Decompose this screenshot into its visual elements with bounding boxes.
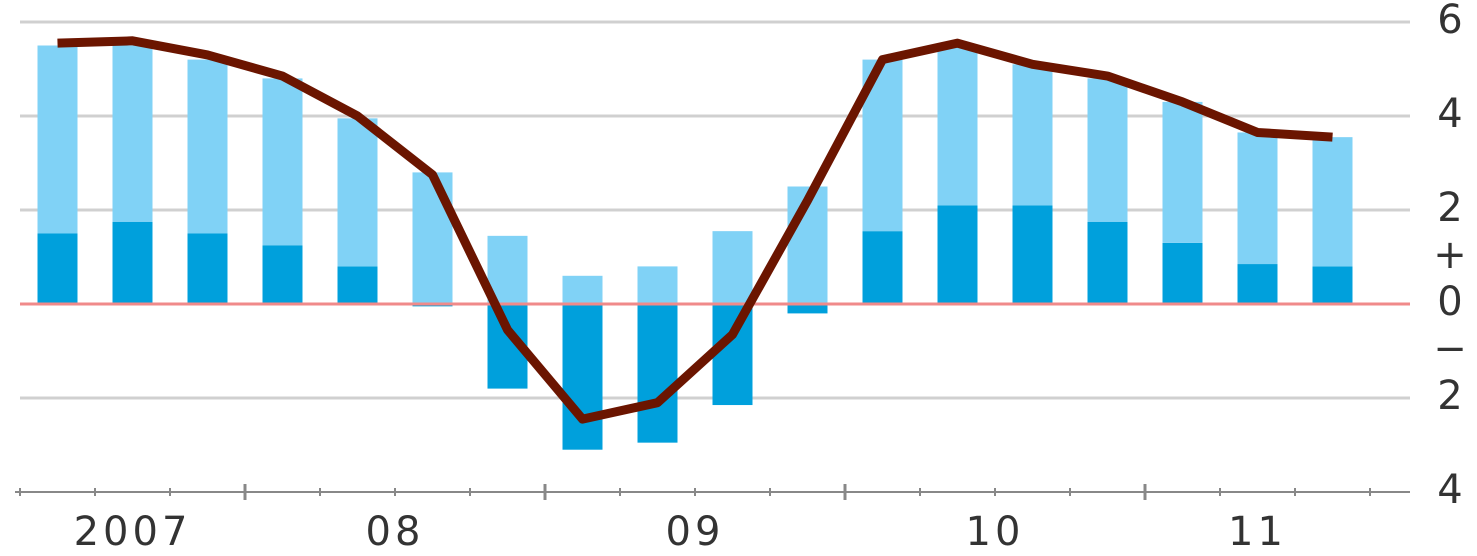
x-tick-label: 10 [966, 509, 1025, 555]
y-tick-label: 2 [1437, 185, 1466, 231]
bar-segment [1237, 132, 1278, 265]
bar-segment [1162, 101, 1203, 243]
y-tick-label: 4 [1437, 91, 1466, 137]
bar-segment [712, 231, 753, 304]
bar-segment [187, 59, 228, 234]
bar-segment [1012, 205, 1053, 304]
bar-segment [937, 45, 978, 206]
y-sign-label: + [1433, 232, 1471, 278]
bar-segment [637, 266, 678, 304]
y-tick-label: 0 [1437, 279, 1466, 325]
bar-segment [1012, 64, 1053, 206]
bar-segment [262, 245, 303, 304]
x-tick-label: 2007 [74, 509, 192, 555]
bar-segment [1162, 242, 1203, 304]
bar-segment [337, 118, 378, 267]
bar-segment [1312, 266, 1353, 304]
bar-segment [112, 45, 153, 222]
bar-segment [262, 78, 303, 246]
bar-segment [37, 233, 78, 304]
y-sign-label: − [1433, 326, 1471, 372]
bar-segment [562, 275, 603, 304]
x-tick-label: 09 [666, 509, 725, 555]
x-tick-label: 11 [1228, 509, 1287, 555]
bar-segment [337, 266, 378, 304]
y-tick-label: 4 [1437, 467, 1466, 513]
y-tick-label: 6 [1437, 0, 1466, 43]
line [57, 36, 1333, 424]
bar-segment [712, 304, 753, 406]
bar-segment [1087, 221, 1128, 304]
bar-segment [1087, 78, 1128, 222]
bar-segment [112, 221, 153, 304]
bar-segment [637, 304, 678, 443]
bar-segment [187, 233, 228, 304]
bar-segment [937, 205, 978, 304]
bar-segment [412, 172, 453, 304]
bar-segment [862, 231, 903, 304]
bar-segment [1312, 137, 1353, 267]
bar-segment [562, 304, 603, 450]
bar-segment [37, 45, 78, 234]
x-tick-label: 08 [366, 509, 425, 555]
y-tick-label: 2 [1437, 373, 1466, 419]
bar-segment [1237, 264, 1278, 304]
bar-segment [787, 304, 828, 314]
